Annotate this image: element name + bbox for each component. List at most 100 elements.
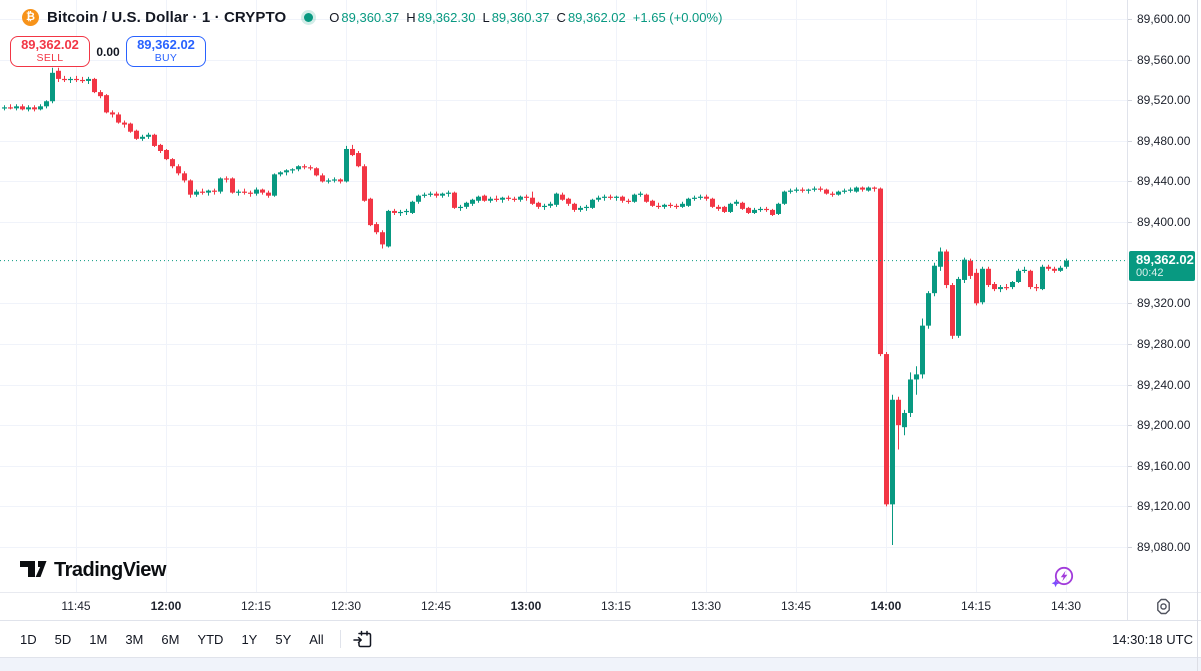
candle-body: [590, 199, 595, 208]
range-button-1d[interactable]: 1D: [12, 628, 45, 651]
candle-body: [698, 196, 703, 198]
range-button-6m[interactable]: 6M: [153, 628, 187, 651]
current-price-value: 89,362.02: [1136, 252, 1194, 267]
scales-settings-icon[interactable]: [1154, 597, 1173, 616]
candle-body: [494, 198, 499, 200]
price-tick-label: 89,240.00: [1137, 378, 1191, 392]
high-label: H: [406, 9, 416, 25]
clock-utc[interactable]: 14:30:18 UTC: [1112, 631, 1193, 647]
sell-button[interactable]: 89,362.02 SELL: [10, 36, 90, 67]
price-tick-mark: [1128, 222, 1132, 223]
price-tick-mark: [1128, 181, 1132, 182]
candle-body: [128, 123, 133, 132]
price-tick-mark: [1128, 141, 1132, 142]
symbol-title[interactable]: Bitcoin / U.S. Dollar · 1 · CRYPTO: [47, 8, 287, 26]
candle-body: [62, 78, 67, 81]
go-to-date-button[interactable]: [351, 627, 375, 651]
candle-body: [440, 193, 445, 196]
candle-body: [434, 193, 439, 196]
footer-strip: [0, 657, 1201, 671]
candle-body: [320, 175, 325, 182]
tradingview-logo[interactable]: TradingView: [20, 559, 166, 582]
spread-value: 0.00: [96, 44, 120, 59]
candle-body: [722, 206, 727, 212]
low-value: 89,360.37: [491, 9, 550, 25]
candle-body: [674, 205, 679, 208]
candle-body: [512, 198, 517, 200]
high-value: 89,362.30: [417, 9, 476, 25]
price-tick-label: 89,520.00: [1137, 93, 1191, 107]
price-tick-label: 89,320.00: [1137, 296, 1191, 310]
candle-body: [1046, 266, 1051, 269]
candle-body: [530, 197, 535, 204]
tradingview-logomark-icon: [20, 561, 47, 577]
chart-area[interactable]: ₿ Bitcoin / U.S. Dollar · 1 · CRYPTO O 8…: [0, 0, 1127, 592]
buy-label: BUY: [154, 52, 178, 64]
time-tick-label: 14:00: [870, 599, 902, 613]
price-tick-mark: [1128, 303, 1132, 304]
range-button-3m[interactable]: 3M: [117, 628, 151, 651]
candle-body: [68, 78, 73, 81]
candle-body: [1028, 270, 1033, 288]
range-button-1m[interactable]: 1M: [81, 628, 115, 651]
candle-body: [620, 196, 625, 201]
time-axis[interactable]: 11:45 12:00 12:15 12:30 12:45 13:00 13:15 13:30…: [0, 592, 1127, 620]
candle-body: [296, 166, 301, 170]
candle-body: [50, 72, 55, 102]
candle-body: [398, 211, 403, 214]
candle-body: [710, 198, 715, 207]
candle-body: [164, 149, 169, 160]
candle-body: [794, 189, 799, 191]
candle-body: [524, 196, 529, 198]
candle-body: [170, 159, 175, 167]
range-button-1y[interactable]: 1Y: [233, 628, 265, 651]
range-button-5d[interactable]: 5D: [47, 628, 80, 651]
price-axis[interactable]: 89,362.02 00:42 89,600.00 89,560.00 89,520…: [1127, 0, 1201, 592]
candle-body: [476, 196, 481, 201]
candle-body: [206, 190, 211, 193]
candle-body: [824, 189, 829, 194]
candle-body: [362, 166, 367, 201]
price-tick-mark: [1128, 506, 1132, 507]
range-button-all[interactable]: All: [301, 628, 331, 651]
time-tick-label: 12:00: [150, 599, 182, 613]
candle-body: [26, 107, 31, 110]
candle-body: [80, 79, 85, 82]
candle-body: [392, 210, 397, 213]
candle-body: [104, 95, 109, 113]
candle-body: [734, 201, 739, 204]
candle-body: [578, 207, 583, 210]
candle-body: [968, 260, 973, 276]
price-chart[interactable]: [0, 0, 1127, 592]
ohlc-values: O 89,360.37 H 89,362.30 L 89,360.37 C 89…: [329, 10, 722, 25]
candle-body: [152, 134, 157, 146]
price-tick-mark: [1128, 344, 1132, 345]
flash-boost-icon[interactable]: [1050, 565, 1076, 591]
candle-body: [176, 166, 181, 174]
candle-body: [302, 166, 307, 168]
candle-body: [692, 197, 697, 199]
open-label: O: [329, 9, 340, 25]
candle-body: [38, 106, 43, 110]
candle-body: [878, 188, 883, 355]
price-tick-mark: [1128, 385, 1132, 386]
range-button-ytd[interactable]: YTD: [189, 628, 231, 651]
candle-body: [998, 287, 1003, 290]
candle-body: [260, 189, 265, 193]
candle-body: [332, 179, 337, 181]
price-tick-mark: [1128, 425, 1132, 426]
candle-body: [1040, 266, 1045, 290]
price-tick-mark: [1128, 547, 1132, 548]
time-tick-label: 11:45: [61, 599, 91, 613]
time-tick-label: 13:45: [780, 599, 812, 613]
range-button-5y[interactable]: 5Y: [267, 628, 299, 651]
market-open-dot[interactable]: [304, 12, 314, 22]
candle-body: [758, 208, 763, 211]
candle-body: [662, 204, 667, 207]
candle-body: [920, 325, 925, 375]
candle-body: [902, 412, 907, 428]
buy-button[interactable]: 89,362.02 BUY: [126, 36, 206, 67]
price-tick-label: 89,480.00: [1137, 134, 1191, 148]
candle-body: [656, 205, 661, 208]
price-tick-mark: [1128, 60, 1132, 61]
